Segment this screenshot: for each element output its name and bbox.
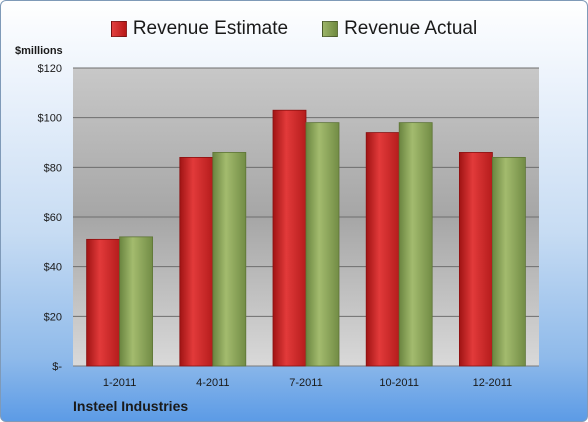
- x-tick-label: 1-2011: [103, 377, 136, 389]
- legend-item-estimate: Revenue Estimate: [110, 18, 289, 40]
- y-tick-label: $40: [44, 262, 62, 274]
- x-tick-label: 12-2011: [473, 377, 513, 389]
- bar-revenue-actual: [119, 236, 153, 367]
- company-name: Insteel Industries: [73, 398, 189, 414]
- bar-revenue-estimate: [86, 238, 120, 367]
- y-tick-label: $100: [38, 113, 62, 125]
- y-tick-labels: $- $20 $40 $60 $80 $100 $120: [38, 63, 63, 373]
- bar-revenue-actual: [212, 152, 247, 367]
- y-tick-label: $20: [44, 311, 62, 323]
- bar-revenue-actual: [305, 122, 340, 367]
- y-axis-unit-label: $millions: [15, 45, 63, 57]
- legend-swatch-actual: [322, 21, 339, 37]
- y-tick-label: $60: [44, 212, 62, 224]
- bar-revenue-actual: [491, 156, 526, 367]
- x-tick-labels: 1-2011 4-2011 7-2011 10-2011 12-2011: [103, 377, 512, 389]
- x-tick-label: 4-2011: [196, 377, 229, 389]
- bars: [86, 109, 526, 367]
- legend-item-actual: Revenue Actual: [322, 18, 477, 40]
- y-tick-label: $80: [44, 162, 62, 174]
- x-tick-label: 10-2011: [379, 377, 419, 389]
- bar-revenue-actual: [398, 122, 433, 367]
- legend: Revenue Estimate Revenue Actual: [1, 15, 587, 43]
- bar-revenue-estimate: [272, 109, 307, 367]
- bar-revenue-estimate: [365, 132, 400, 367]
- legend-label-estimate: Revenue Estimate: [132, 18, 289, 39]
- bar-revenue-estimate: [458, 152, 493, 367]
- legend-swatch-estimate: [110, 21, 127, 37]
- bar-revenue-estimate: [179, 156, 214, 367]
- y-tick-label: $120: [38, 63, 62, 75]
- y-tick-label: $-: [52, 361, 62, 373]
- legend-label-actual: Revenue Actual: [344, 18, 478, 39]
- x-tick-label: 7-2011: [289, 377, 322, 389]
